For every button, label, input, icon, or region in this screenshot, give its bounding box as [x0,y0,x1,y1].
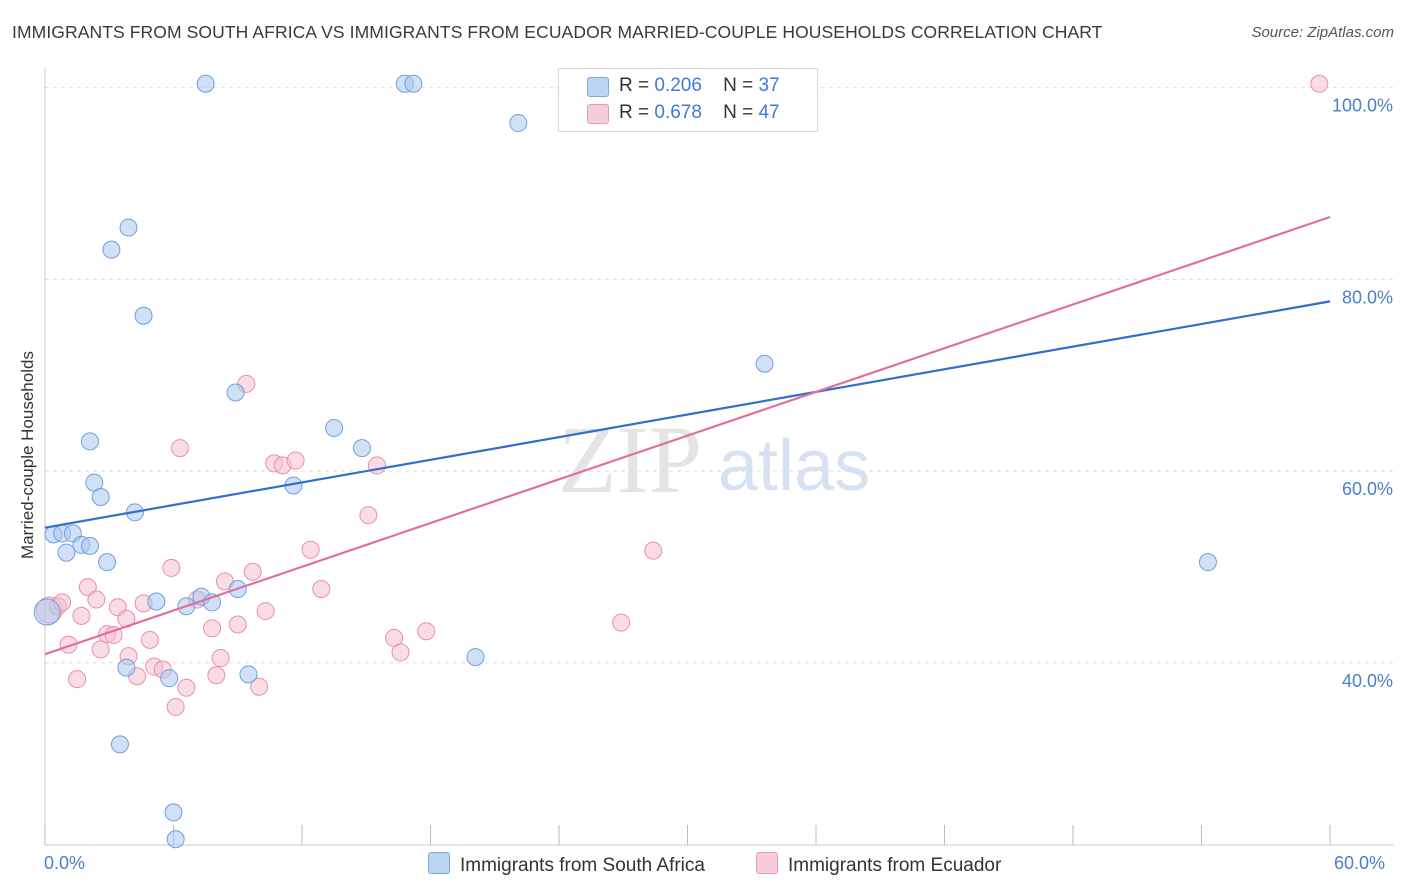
x-tick-label-min: 0.0% [44,853,86,873]
y-tick-label: 40.0% [1342,671,1393,691]
data-point [87,590,106,609]
bottom-legend-swatch-pink [756,852,778,874]
legend-n-label: N = [723,102,754,123]
legend-n-label: N = [723,75,754,96]
data-point [166,830,185,849]
y-tick-label: 100.0% [1332,96,1393,116]
data-point [160,669,179,688]
data-point [91,487,110,506]
trend-lines [44,215,1331,656]
data-point [177,678,196,697]
data-point [78,578,97,597]
legend-text-ecuador: R = 0.678 N = 47 [619,102,780,124]
trend-line-south-africa [44,300,1331,529]
legend: R = 0.206 N = 37 R = 0.678 N = 47 [558,68,818,132]
data-point [102,240,121,259]
data-point [466,648,485,667]
data-point [417,622,436,641]
data-point [243,562,262,581]
data-point [104,626,123,645]
data-point [325,418,344,437]
data-point [1198,553,1217,572]
watermark: ZIP atlas [558,406,870,513]
data-point [211,649,230,668]
legend-r-label: R = [619,102,650,123]
y-tick-label: 80.0% [1342,287,1393,307]
data-point [98,553,117,572]
data-point [57,543,76,562]
data-point [196,74,215,93]
legend-text-south-africa: R = 0.206 N = 37 [619,75,780,97]
data-point [80,536,99,555]
data-point [352,439,371,458]
data-point [59,635,78,654]
axes [44,68,1394,846]
bottom-legend-label-ecuador: Immigrants from Ecuador [788,855,1002,876]
watermark-atlas: atlas [718,426,870,506]
data-point [1310,74,1329,93]
data-point [250,677,269,696]
data-point [644,541,663,560]
data-point [162,558,181,577]
data-point [755,354,774,373]
bottom-legend-swatch-blue [428,852,450,874]
data-point [404,74,423,93]
data-point [147,592,166,611]
data-point [80,432,99,451]
legend-r-label: R = [619,75,650,96]
data-point [239,665,258,684]
data-point [170,439,189,458]
data-point [203,619,222,638]
watermark-zip: ZIP [558,406,702,513]
data-point [391,643,410,662]
data-point [228,615,247,634]
bottom-legend-ecuador: Immigrants from Ecuador [756,852,1001,877]
data-point [509,114,528,133]
data-point [226,383,245,402]
data-point [68,670,87,689]
data-point [119,218,138,237]
data-point [207,666,226,685]
data-point [286,451,305,470]
data-point [110,735,129,754]
data-point [91,640,110,659]
bottom-legend-label-south-africa: Immigrants from South Africa [460,855,705,876]
south-africa-points [33,74,1217,849]
data-point [166,697,185,716]
legend-swatch-blue [587,77,609,97]
legend-n-value: 47 [758,102,780,123]
data-point [134,306,153,325]
legend-n-value: 37 [758,75,780,96]
trend-line-ecuador [44,215,1331,656]
chart-title: IMMIGRANTS FROM SOUTH AFRICA VS IMMIGRAN… [12,22,1103,42]
legend-swatch-pink [587,104,609,124]
x-tick-label-max: 60.0% [1334,853,1386,873]
y-tick-labels: 40.0% 60.0% 80.0% 100.0% [1332,96,1393,691]
chart-source: Source: ZipAtlas.com [1251,24,1394,41]
y-tick-label: 60.0% [1342,479,1393,499]
data-point [359,506,378,525]
data-point [33,598,61,626]
data-point [117,658,136,677]
bottom-legend-south-africa: Immigrants from South Africa [428,852,705,877]
data-point [612,613,631,632]
legend-r-value: 0.678 [654,102,702,123]
data-point [301,540,320,559]
data-point [256,602,275,621]
data-point [312,580,331,599]
data-point [140,630,159,649]
data-point [72,606,91,625]
data-point [164,803,183,822]
legend-r-value: 0.206 [654,75,702,96]
